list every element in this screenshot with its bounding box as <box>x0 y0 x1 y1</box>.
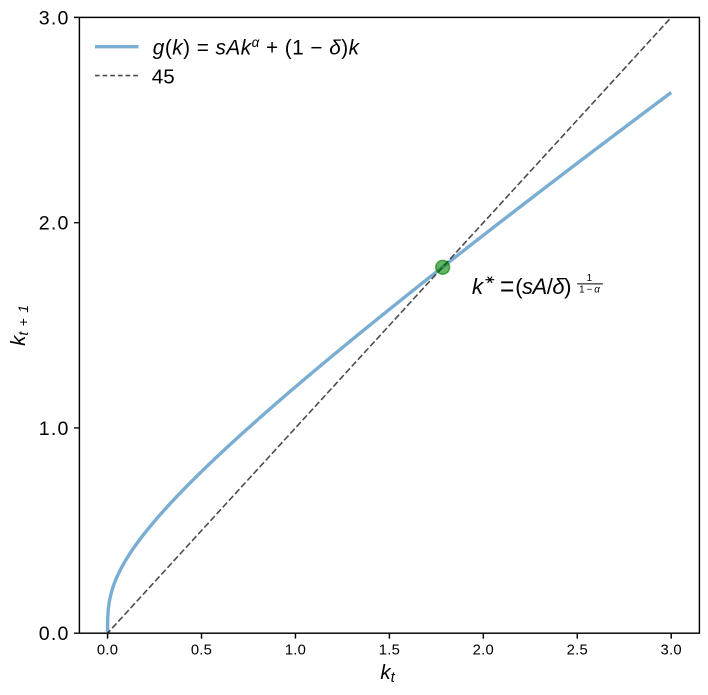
svg-text:45: 45 <box>152 66 175 89</box>
svg-text:0.0: 0.0 <box>39 623 70 645</box>
svg-text:2.0: 2.0 <box>473 642 494 658</box>
svg-text:1.0: 1.0 <box>285 642 306 658</box>
svg-text:1.5: 1.5 <box>379 642 400 658</box>
svg-text:k: k <box>472 274 485 299</box>
svg-text:3.0: 3.0 <box>39 7 70 29</box>
svg-text:(sA/δ): (sA/δ) <box>515 274 571 299</box>
svg-text:1 − α: 1 − α <box>579 284 600 295</box>
svg-text:3.0: 3.0 <box>661 642 682 658</box>
svg-text:g(k) = sAkα + (1 − δ)k: g(k) = sAkα + (1 − δ)k <box>153 35 361 60</box>
svg-text:2.0: 2.0 <box>39 213 70 235</box>
svg-text:0.0: 0.0 <box>97 642 118 658</box>
svg-text:2.5: 2.5 <box>567 642 588 658</box>
svg-text:1: 1 <box>587 273 592 284</box>
svg-text:0.5: 0.5 <box>191 642 212 658</box>
svg-text:1.0: 1.0 <box>39 418 70 440</box>
